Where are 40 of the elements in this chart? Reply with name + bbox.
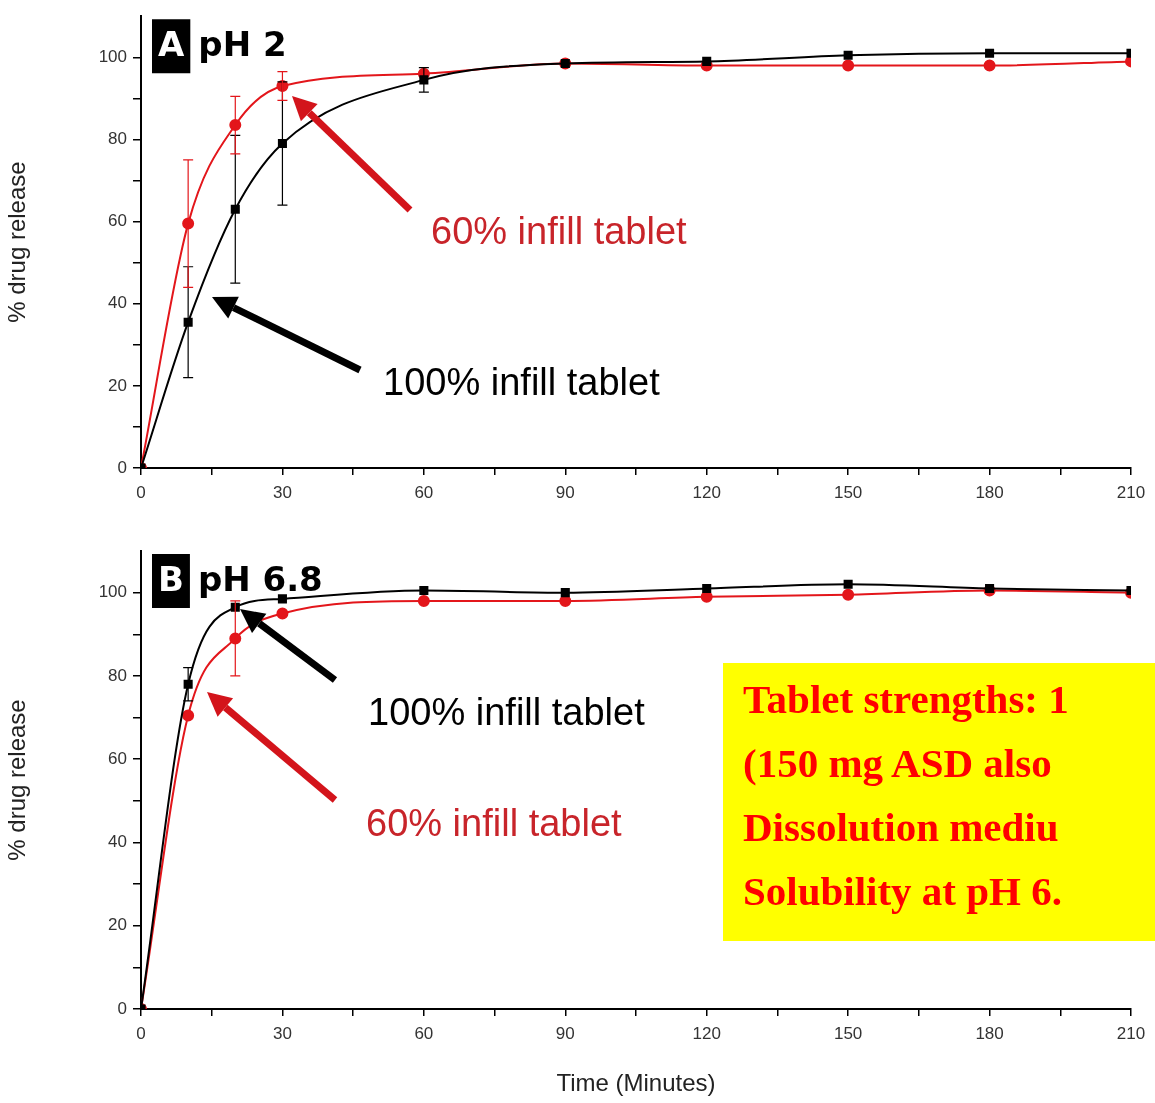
annotation: B — [158, 558, 184, 599]
x-tick-label: 90 — [555, 1023, 575, 1043]
x-tick-label: 180 — [975, 482, 1004, 502]
x-tick-label: 120 — [692, 482, 721, 502]
y-axis-title: % drug release — [3, 161, 31, 323]
x-tick-label: 210 — [1116, 1023, 1146, 1043]
x-tick-label: 150 — [833, 482, 863, 502]
annotation: A — [158, 24, 185, 65]
x-tick-label: 60 — [414, 1023, 434, 1043]
y-tick-label: 0 — [117, 998, 127, 1018]
chart-title: pH 2 — [198, 24, 287, 65]
annotation: 60% infill tablet — [431, 209, 687, 253]
x-tick-label: 0 — [136, 482, 146, 502]
x-tick-label: 120 — [692, 1023, 721, 1043]
x-tick-label: 30 — [272, 1023, 292, 1043]
y-tick-label: 100 — [98, 582, 127, 602]
annotation: 100% infill tablet — [383, 360, 660, 404]
y-tick-label: 80 — [108, 129, 127, 149]
y-tick-label: 20 — [108, 375, 127, 395]
y-tick-label: 60 — [108, 748, 127, 768]
x-tick-label: 60 — [414, 482, 434, 502]
x-tick-label: 210 — [1116, 482, 1146, 502]
annotation: 60% infill tablet — [366, 801, 622, 845]
x-tick-label: 30 — [272, 482, 292, 502]
y-tick-label: 40 — [108, 293, 127, 313]
x-tick-label: 90 — [555, 482, 575, 502]
x-tick-label: 0 — [136, 1023, 146, 1043]
y-tick-label: 0 — [117, 457, 127, 477]
x-axis-title: Time (Minutes) — [556, 1069, 716, 1097]
y-tick-label: 60 — [108, 211, 127, 231]
y-tick-label: 80 — [108, 665, 127, 685]
annotation: Tablet strengths: 1 (150 mg ASD also Dissolution mediu Solubility at pH 6. — [723, 663, 1155, 941]
y-tick-label: 100 — [98, 46, 127, 66]
x-tick-label: 180 — [975, 1023, 1004, 1043]
x-tick-label: 150 — [833, 1023, 863, 1043]
y-tick-label: 40 — [108, 832, 127, 852]
annotation: 100% infill tablet — [368, 690, 645, 734]
chart-title: pH 6.8 — [197, 558, 323, 599]
y-tick-label: 20 — [108, 915, 127, 935]
y-axis-title: % drug release — [3, 699, 31, 861]
